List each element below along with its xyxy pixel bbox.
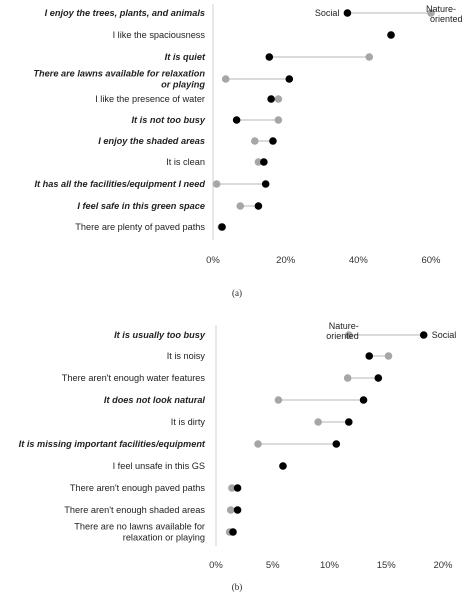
x-tick-label: 5%: [266, 560, 280, 571]
nature-oriented-point: [427, 9, 435, 17]
social-point: [365, 352, 374, 360]
social-point: [261, 180, 270, 188]
social-point: [260, 158, 268, 166]
category-label: It is dirty: [171, 417, 206, 427]
nature-oriented-point: [250, 137, 259, 145]
social-point: [344, 418, 353, 426]
social-point: [267, 95, 275, 103]
category-label: It is clean: [166, 157, 205, 167]
category-label: It is not too busy: [132, 115, 206, 125]
panel-caption: (a): [232, 288, 242, 298]
nature-oriented-point: [274, 116, 283, 124]
category-label: It is usually too busy: [114, 330, 206, 340]
social-point: [374, 374, 383, 382]
legend-label-nature: Nature-oriented: [426, 4, 463, 24]
category-label: There are lawns available for relaxation…: [33, 69, 205, 90]
x-tick-label: 40%: [349, 255, 369, 266]
social-point: [218, 223, 226, 231]
social-point: [229, 528, 237, 536]
category-label: It is missing important facilities/equip…: [19, 439, 206, 449]
nature-oriented-point: [228, 484, 236, 492]
social-point: [232, 116, 241, 124]
category-label: There aren't enough water features: [62, 373, 206, 383]
social-point: [419, 331, 428, 339]
category-label: There are no lawns available for relaxati…: [74, 522, 205, 543]
nature-oriented-point: [254, 440, 262, 448]
panel-b-group: 0% 5% 10% 15% 20% It is usually too busy It is…: [19, 321, 457, 592]
legend-label-nature: Nature-oriented: [326, 321, 359, 341]
category-label: There aren't enough paved paths: [70, 483, 205, 493]
panel-a-group: 0% 20% 40% 60% I enjoy the trees, plants, an…: [33, 4, 463, 298]
nature-oriented-point: [236, 202, 245, 210]
social-point: [343, 9, 352, 17]
nature-oriented-point: [274, 95, 283, 103]
social-point: [285, 75, 294, 83]
x-tick-label: 60%: [421, 255, 441, 266]
legend-label-social: Social: [432, 330, 457, 340]
social-point: [387, 31, 395, 39]
x-tick-label: 10%: [320, 560, 340, 571]
category-label: It has all the facilities/equipment I ne…: [34, 179, 205, 189]
social-point: [269, 137, 277, 145]
x-tick-label: 15%: [377, 560, 397, 571]
category-label: There are plenty of paved paths: [75, 222, 205, 232]
nature-oriented-point: [343, 374, 352, 382]
social-point: [332, 440, 341, 448]
category-label: There aren't enough shaded areas: [64, 505, 205, 515]
category-label: It is quiet: [165, 52, 206, 62]
nature-oriented-point: [212, 180, 221, 188]
nature-oriented-point: [274, 396, 283, 404]
legend-label-social: Social: [315, 8, 340, 18]
x-tick-label: 0%: [206, 255, 220, 266]
category-label: I enjoy the trees, plants, and animals: [45, 8, 205, 18]
category-label: I like the presence of water: [95, 94, 205, 104]
category-label: I like the spaciousness: [113, 30, 206, 40]
category-label: It does not look natural: [104, 395, 206, 405]
x-tick-label: 20%: [433, 560, 453, 571]
nature-oriented-point: [221, 75, 230, 83]
nature-oriented-point: [344, 331, 353, 339]
nature-oriented-point: [314, 418, 322, 426]
category-label: I feel safe in this green space: [77, 201, 205, 211]
social-point: [254, 202, 263, 210]
nature-oriented-point: [226, 506, 235, 514]
social-point: [233, 506, 242, 514]
nature-oriented-point: [254, 158, 263, 166]
category-label: It is noisy: [167, 351, 206, 361]
panel-caption: (b): [232, 582, 243, 592]
category-label: I feel unsafe in this GS: [113, 461, 205, 471]
social-point: [265, 53, 274, 61]
social-point: [233, 484, 242, 492]
nature-oriented-point: [384, 352, 393, 360]
social-point: [359, 396, 368, 404]
social-point: [279, 462, 287, 470]
nature-oriented-point: [365, 53, 374, 61]
x-tick-label: 0%: [209, 560, 223, 571]
x-tick-label: 20%: [276, 255, 296, 266]
category-label: I enjoy the shaded areas: [98, 136, 205, 146]
